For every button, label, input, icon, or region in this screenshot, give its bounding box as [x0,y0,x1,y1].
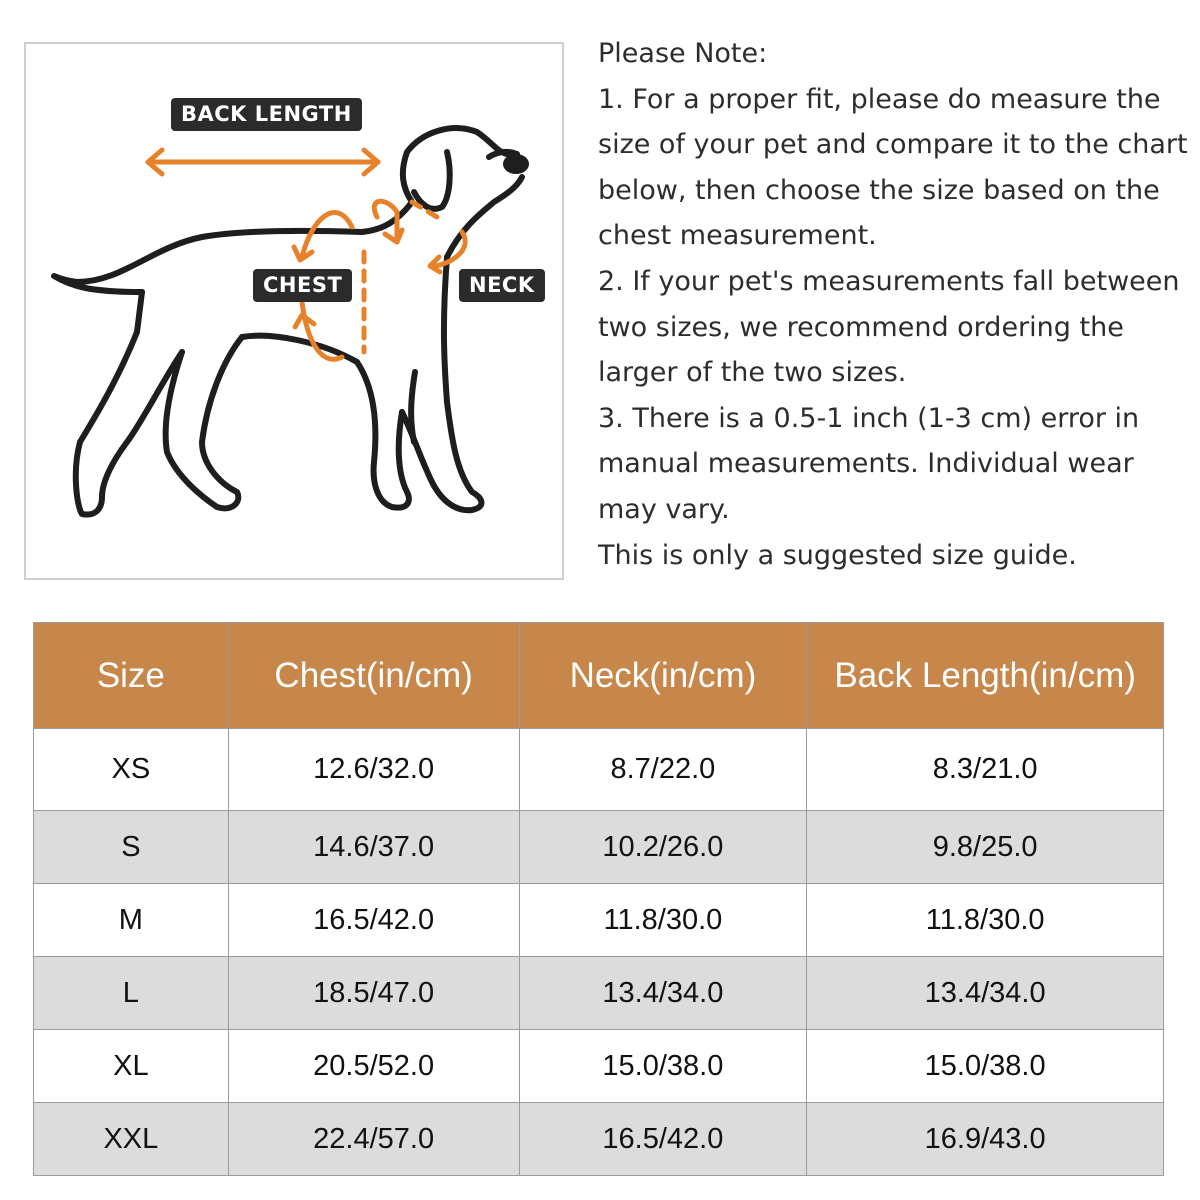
note-line: larger of the two sizes. [598,357,907,389]
cell-neck: 15.0/38.0 [518,1029,808,1103]
cell-size: S [33,810,229,884]
cell-chest: 22.4/57.0 [227,1102,520,1176]
measurement-arrows [145,147,468,362]
cell-size: XS [33,728,229,811]
cell-back-length: 11.8/30.0 [806,883,1164,957]
cell-chest: 14.6/37.0 [227,810,520,884]
table-header-row: Size Chest(in/cm) Neck(in/cm) Back Lengt… [33,622,1164,729]
dog-nose [503,154,529,174]
dog-outline-illustration [51,125,529,518]
note-line: This is only a suggested size guide. [598,539,1077,571]
cell-chest: 18.5/47.0 [227,956,520,1030]
cell-back-length: 9.8/25.0 [806,810,1164,884]
note-line: below, then choose the size based on the [598,174,1160,206]
note-line: two sizes, we recommend ordering the [598,311,1124,343]
header-chest: Chest(in/cm) [227,622,520,729]
table-row: XS 12.6/32.0 8.7/22.0 8.3/21.0 [33,728,1164,811]
chest-label: CHEST [253,269,353,302]
notes-heading: Please Note: [598,38,768,69]
table-row: XL 20.5/52.0 15.0/38.0 15.0/38.0 [33,1029,1164,1103]
cell-back-length: 16.9/43.0 [806,1102,1164,1176]
cell-back-length: 15.0/38.0 [806,1029,1164,1103]
cell-neck: 8.7/22.0 [518,728,808,811]
cell-back-length: 8.3/21.0 [806,728,1164,811]
dog-measurement-diagram: BACK LENGTH CHEST NECK [24,42,564,580]
back-length-label: BACK LENGTH [171,98,362,131]
cell-chest: 16.5/42.0 [227,883,520,957]
cell-size: XL [33,1029,229,1103]
neck-label: NECK [459,269,545,302]
cell-size: XXL [33,1102,229,1176]
header-back-length: Back Length(in/cm) [806,622,1164,729]
cell-neck: 13.4/34.0 [518,956,808,1030]
cell-size: M [33,883,229,957]
header-size: Size [33,622,229,729]
note-line: 1. For a proper fit, please do measure t… [598,83,1161,115]
cell-neck: 11.8/30.0 [518,883,808,957]
cell-chest: 12.6/32.0 [227,728,520,811]
note-line: 2. If your pet's measurements fall betwe… [598,265,1180,297]
note-line: chest measurement. [598,220,877,252]
table-row: L 18.5/47.0 13.4/34.0 13.4/34.0 [33,956,1164,1030]
cell-neck: 10.2/26.0 [518,810,808,884]
table-row: S 14.6/37.0 10.2/26.0 9.8/25.0 [33,810,1164,884]
cell-neck: 16.5/42.0 [518,1102,808,1176]
cell-size: L [33,956,229,1030]
note-line: 3. There is a 0.5-1 inch (1-3 cm) error … [598,402,1140,434]
note-line: size of your pet and compare it to the c… [598,129,1188,161]
header-neck: Neck(in/cm) [518,622,808,729]
cell-chest: 20.5/52.0 [227,1029,520,1103]
note-line: manual measurements. Individual wear [598,448,1134,480]
table-row: M 16.5/42.0 11.8/30.0 11.8/30.0 [33,883,1164,957]
cell-back-length: 13.4/34.0 [806,956,1164,1030]
note-line: may vary. [598,493,730,525]
size-chart-table: Size Chest(in/cm) Neck(in/cm) Back Lengt… [33,622,1164,1176]
table-row: XXL 22.4/57.0 16.5/42.0 16.9/43.0 [33,1102,1164,1176]
sizing-notes: Please Note: 1. For a proper fit, please… [598,34,1198,581]
